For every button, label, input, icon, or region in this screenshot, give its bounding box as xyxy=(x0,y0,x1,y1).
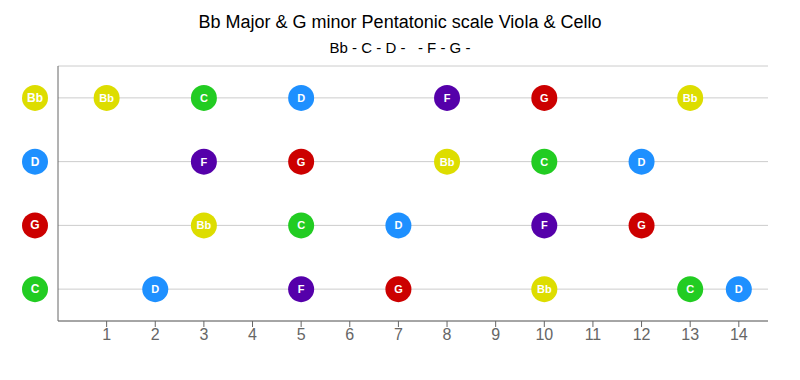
svg-text:G: G xyxy=(297,156,306,168)
svg-text:D: D xyxy=(638,156,646,168)
svg-text:9: 9 xyxy=(491,326,500,343)
html-text:Bb - C - D - - F - G -: Bb - C - D - - F - G - xyxy=(329,39,471,56)
svg-text:G: G xyxy=(540,92,549,104)
svg-text:F: F xyxy=(201,156,208,168)
svg-text:13: 13 xyxy=(681,326,699,343)
svg-text:2: 2 xyxy=(151,326,160,343)
svg-text:G: G xyxy=(637,219,646,231)
svg-text:C: C xyxy=(686,283,694,295)
svg-text:7: 7 xyxy=(394,326,403,343)
svg-text:D: D xyxy=(735,283,743,295)
svg-text:D: D xyxy=(151,283,159,295)
svg-text:Bb: Bb xyxy=(440,156,455,168)
svg-text:C: C xyxy=(540,156,548,168)
svg-text:F: F xyxy=(541,219,548,231)
svg-text:6: 6 xyxy=(345,326,354,343)
svg-text:Bb: Bb xyxy=(27,91,43,105)
svg-text:D: D xyxy=(31,155,40,169)
svg-text:D: D xyxy=(394,219,402,231)
svg-text:5: 5 xyxy=(297,326,306,343)
svg-text:10: 10 xyxy=(535,326,553,343)
svg-text:Bb: Bb xyxy=(683,92,698,104)
svg-text:1: 1 xyxy=(102,326,111,343)
svg-text:3: 3 xyxy=(199,326,208,343)
svg-text:11: 11 xyxy=(585,326,602,343)
svg-text:Bb: Bb xyxy=(99,92,114,104)
svg-text:Bb: Bb xyxy=(537,283,552,295)
svg-text:8: 8 xyxy=(443,326,452,343)
svg-text:D: D xyxy=(297,92,305,104)
svg-text:4: 4 xyxy=(248,326,257,343)
svg-text:G: G xyxy=(30,218,39,232)
svg-text:C: C xyxy=(31,282,40,296)
svg-text:Bb: Bb xyxy=(197,219,212,231)
svg-text:G: G xyxy=(394,283,403,295)
svg-text:F: F xyxy=(298,283,305,295)
svg-text:C: C xyxy=(297,219,305,231)
svg-text:F: F xyxy=(444,92,451,104)
html-text:Bb Major & G minor Pentatonic: Bb Major & G minor Pentatonic scale Viol… xyxy=(198,12,602,32)
svg-text:C: C xyxy=(200,92,208,104)
svg-text:14: 14 xyxy=(730,326,748,343)
svg-text:12: 12 xyxy=(633,326,651,343)
